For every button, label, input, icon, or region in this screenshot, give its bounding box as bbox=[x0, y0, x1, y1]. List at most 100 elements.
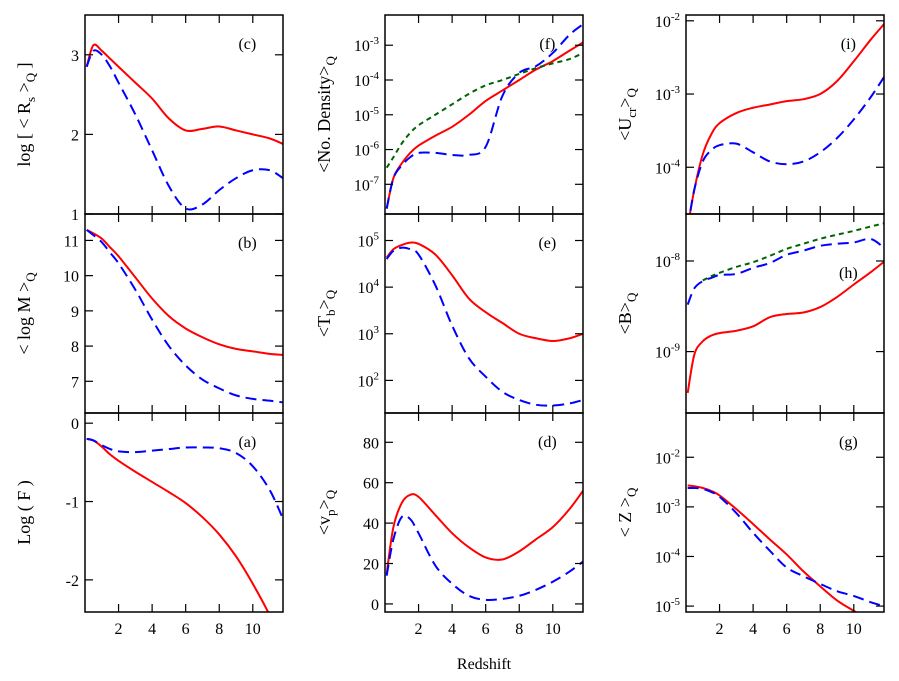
label-text: <v bbox=[314, 516, 334, 535]
x-tick-label: 10 bbox=[846, 621, 862, 638]
tick-base: 10 bbox=[655, 500, 671, 517]
label-text: ] bbox=[14, 62, 34, 73]
x-tick-label: 6 bbox=[482, 621, 490, 638]
tick-base: 10 bbox=[655, 345, 671, 362]
y-tick-label: 10-3 bbox=[655, 497, 681, 517]
tick-base: 10 bbox=[655, 14, 671, 31]
tick-exponent: -7 bbox=[370, 174, 380, 186]
label-subscript: cr bbox=[624, 107, 639, 118]
curve bbox=[687, 486, 884, 608]
frame bbox=[84, 412, 284, 613]
tick-base: 10 bbox=[358, 373, 374, 390]
tick-exponent: -5 bbox=[370, 105, 380, 117]
tick-base: 10 bbox=[354, 73, 370, 90]
tick-exponent: -4 bbox=[671, 157, 681, 169]
x-axis-label: Redshift bbox=[457, 656, 512, 673]
x-tick-label: 4 bbox=[749, 621, 757, 638]
frame bbox=[685, 412, 885, 613]
y-axis-label: log [ < Rs >Q ] bbox=[14, 62, 38, 166]
label-subscript: Q bbox=[624, 292, 639, 302]
curve bbox=[85, 43, 283, 145]
y-tick-label: 10-4 bbox=[655, 546, 681, 566]
y-axis-label: < log M >Q bbox=[14, 272, 38, 355]
label-subscript: Q bbox=[23, 72, 38, 82]
tick-base: 10 bbox=[655, 87, 671, 104]
y-tick-label: 80 bbox=[363, 435, 379, 452]
label-text: Log ( F ) bbox=[14, 480, 35, 545]
tick-base: 10 bbox=[358, 280, 374, 297]
y-tick-label: 10-7 bbox=[354, 174, 380, 194]
label-text: <B> bbox=[615, 302, 635, 334]
x-tick-label: 2 bbox=[415, 621, 423, 638]
y-axis-label: Log ( F ) bbox=[14, 480, 35, 545]
y-tick-label: 0 bbox=[371, 597, 379, 614]
tick-base: 10 bbox=[354, 177, 370, 194]
panel-label: (c) bbox=[238, 36, 256, 53]
tick-exponent: 4 bbox=[374, 277, 380, 289]
curve bbox=[86, 437, 283, 520]
label-text: <U bbox=[615, 118, 635, 141]
y-tick-label: 2 bbox=[71, 127, 79, 144]
frame bbox=[384, 412, 584, 613]
panel-label: (d) bbox=[538, 434, 557, 451]
label-subscript: Q bbox=[23, 272, 38, 282]
y-axis-label: <B>Q bbox=[615, 292, 639, 334]
y-tick-label: 10-3 bbox=[655, 84, 681, 104]
x-tick-label: 6 bbox=[783, 621, 791, 638]
label-text: > bbox=[14, 82, 34, 97]
tick-base: 10 bbox=[655, 160, 671, 177]
x-tick-label: 8 bbox=[816, 621, 824, 638]
curve bbox=[86, 437, 270, 612]
y-tick-label: 9 bbox=[71, 304, 79, 321]
tick-exponent: -6 bbox=[370, 140, 380, 152]
y-tick-label: 10-4 bbox=[655, 157, 681, 177]
y-tick-label: 40 bbox=[363, 516, 379, 533]
tick-exponent: 2 bbox=[374, 370, 380, 382]
y-tick-label: 105 bbox=[358, 230, 380, 250]
y-tick-label: 10-2 bbox=[655, 11, 680, 31]
y-tick-label: 3 bbox=[71, 48, 79, 65]
tick-exponent: 3 bbox=[374, 324, 380, 336]
x-tick-label: 2 bbox=[115, 621, 123, 638]
y-tick-label: 10-8 bbox=[655, 251, 681, 271]
y-tick-label: 8 bbox=[71, 339, 79, 356]
y-axis-label: <No. Density>Q bbox=[314, 56, 338, 173]
label-text: <No. Density> bbox=[314, 66, 334, 173]
tick-exponent: -2 bbox=[671, 11, 680, 23]
panel-label: (i) bbox=[841, 36, 856, 53]
curve bbox=[688, 23, 884, 214]
tick-exponent: 5 bbox=[374, 230, 380, 242]
tick-exponent: -5 bbox=[671, 596, 681, 608]
label-subscript: Q bbox=[624, 87, 639, 97]
label-text: > bbox=[314, 499, 334, 509]
panel-label: (h) bbox=[839, 265, 858, 282]
x-tick-label: 10 bbox=[545, 621, 561, 638]
tick-exponent: -3 bbox=[671, 497, 681, 509]
x-tick-label: 4 bbox=[448, 621, 456, 638]
curve bbox=[85, 49, 283, 211]
label-text: < Z > bbox=[615, 497, 635, 537]
panel: 1 2 3 log [ < Rs >Q ] (c) bbox=[14, 14, 284, 224]
x-tick-label: 6 bbox=[182, 621, 190, 638]
tick-exponent: -8 bbox=[671, 251, 681, 263]
label-text: < log M > bbox=[14, 282, 34, 355]
curve bbox=[687, 484, 858, 612]
tick-exponent: -2 bbox=[671, 447, 680, 459]
x-tick-label: 8 bbox=[215, 621, 223, 638]
panel: 10-510-410-310-22 4 6 8 10< Z >Q(g) bbox=[615, 412, 885, 638]
y-tick-label: -2 bbox=[66, 573, 79, 590]
label-subscript: Q bbox=[323, 289, 338, 299]
label-subscript: Q bbox=[323, 489, 338, 499]
y-tick-label: 103 bbox=[358, 324, 380, 344]
tick-base: 10 bbox=[655, 450, 671, 467]
panel-label: (a) bbox=[238, 434, 256, 451]
tick-base: 10 bbox=[354, 38, 370, 55]
y-tick-label: 10-3 bbox=[354, 35, 380, 55]
panel: 7 8 9 10 11 < log M >Q (b) bbox=[14, 213, 284, 414]
y-tick-label: 7 bbox=[71, 374, 79, 391]
label-text: log [ < R bbox=[14, 102, 34, 167]
curve bbox=[385, 490, 583, 574]
tick-base: 10 bbox=[358, 233, 374, 250]
curve bbox=[385, 41, 583, 209]
y-tick-label: 60 bbox=[363, 476, 379, 493]
